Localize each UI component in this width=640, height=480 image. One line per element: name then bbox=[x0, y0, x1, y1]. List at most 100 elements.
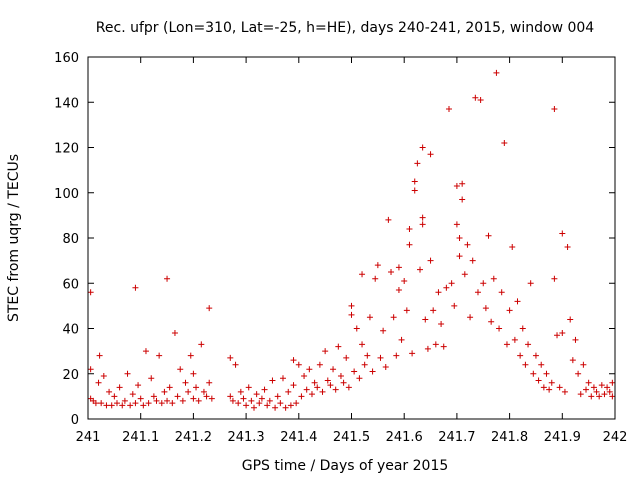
y-tick: 120 bbox=[54, 142, 615, 157]
data-point bbox=[187, 352, 194, 359]
data-point bbox=[293, 400, 300, 407]
data-point bbox=[229, 397, 236, 404]
data-point bbox=[438, 320, 445, 327]
data-point bbox=[92, 400, 99, 407]
y-tick-label: 40 bbox=[62, 323, 79, 338]
data-point bbox=[609, 379, 616, 386]
data-point bbox=[554, 332, 561, 339]
data-point bbox=[343, 354, 350, 361]
data-point bbox=[540, 384, 547, 391]
data-point bbox=[359, 271, 366, 278]
data-point bbox=[474, 289, 481, 296]
data-point bbox=[417, 266, 424, 273]
x-tick: 241.7 bbox=[438, 57, 476, 445]
data-point bbox=[561, 388, 568, 395]
data-point bbox=[243, 402, 250, 409]
y-tick: 100 bbox=[54, 187, 615, 202]
x-tick: 241.1 bbox=[122, 57, 159, 445]
x-tick: 241.6 bbox=[386, 57, 423, 445]
data-point bbox=[106, 388, 113, 395]
data-point bbox=[411, 178, 418, 185]
data-point bbox=[472, 94, 479, 101]
data-point bbox=[445, 106, 452, 113]
data-point bbox=[295, 361, 302, 368]
data-point bbox=[422, 316, 429, 323]
data-point bbox=[356, 375, 363, 382]
data-point bbox=[348, 311, 355, 318]
data-point bbox=[121, 397, 128, 404]
data-point bbox=[403, 307, 410, 314]
x-tick-label: 241.5 bbox=[333, 430, 370, 445]
data-point bbox=[330, 366, 337, 373]
data-point bbox=[264, 402, 271, 409]
data-point bbox=[406, 225, 413, 232]
data-point bbox=[287, 402, 294, 409]
data-point bbox=[509, 244, 516, 251]
data-point bbox=[535, 377, 542, 384]
data-point bbox=[185, 388, 192, 395]
y-tick-label: 20 bbox=[62, 368, 79, 383]
data-point bbox=[96, 352, 103, 359]
y-tick: 160 bbox=[54, 51, 615, 66]
data-point bbox=[585, 379, 592, 386]
data-point bbox=[527, 280, 534, 287]
data-point bbox=[298, 393, 305, 400]
data-point bbox=[145, 400, 152, 407]
data-point bbox=[240, 395, 247, 402]
data-point bbox=[113, 400, 120, 407]
data-point bbox=[316, 361, 323, 368]
x-axis-label: GPS time / Days of year 2015 bbox=[242, 458, 449, 474]
x-tick-label: 242 bbox=[603, 430, 628, 445]
data-point bbox=[171, 330, 178, 337]
data-point bbox=[604, 384, 611, 391]
data-point bbox=[182, 379, 189, 386]
data-point bbox=[456, 235, 463, 241]
data-point bbox=[583, 386, 590, 393]
y-tick: 140 bbox=[54, 96, 615, 111]
x-tick: 241.5 bbox=[333, 57, 370, 445]
data-point bbox=[164, 275, 171, 282]
data-point bbox=[261, 386, 268, 393]
y-tick-label: 140 bbox=[54, 96, 79, 111]
data-point bbox=[453, 221, 460, 228]
data-point bbox=[485, 232, 492, 239]
data-point bbox=[237, 388, 244, 395]
data-point bbox=[511, 336, 518, 343]
data-point bbox=[95, 379, 102, 386]
data-point bbox=[142, 348, 149, 355]
data-point bbox=[525, 341, 532, 348]
data-point bbox=[577, 391, 584, 398]
x-tick-label: 241.8 bbox=[491, 430, 528, 445]
data-point bbox=[169, 400, 176, 407]
x-tick-label: 241.9 bbox=[544, 430, 581, 445]
y-tick-label: 120 bbox=[54, 142, 79, 157]
data-point bbox=[269, 377, 276, 384]
data-point bbox=[132, 284, 139, 291]
data-point bbox=[543, 370, 550, 377]
data-point bbox=[443, 284, 450, 291]
y-tick: 40 bbox=[62, 323, 615, 338]
data-point bbox=[208, 395, 215, 402]
data-point bbox=[277, 400, 284, 407]
x-tick: 241.4 bbox=[280, 57, 317, 445]
data-point bbox=[459, 196, 466, 203]
data-point bbox=[311, 379, 318, 386]
data-point bbox=[274, 393, 281, 400]
data-point bbox=[424, 345, 431, 352]
data-point bbox=[419, 221, 426, 228]
data-point bbox=[335, 343, 342, 350]
data-point bbox=[227, 393, 234, 400]
data-point bbox=[203, 393, 210, 400]
data-point bbox=[282, 404, 289, 411]
data-point bbox=[161, 388, 168, 395]
data-point bbox=[609, 393, 616, 400]
data-point bbox=[322, 348, 329, 355]
data-point bbox=[150, 393, 157, 400]
y-tick-label: 100 bbox=[54, 187, 79, 202]
data-point bbox=[593, 388, 600, 395]
data-point bbox=[503, 341, 510, 348]
data-point bbox=[129, 391, 136, 398]
y-tick: 20 bbox=[62, 368, 615, 383]
data-point bbox=[87, 289, 94, 296]
